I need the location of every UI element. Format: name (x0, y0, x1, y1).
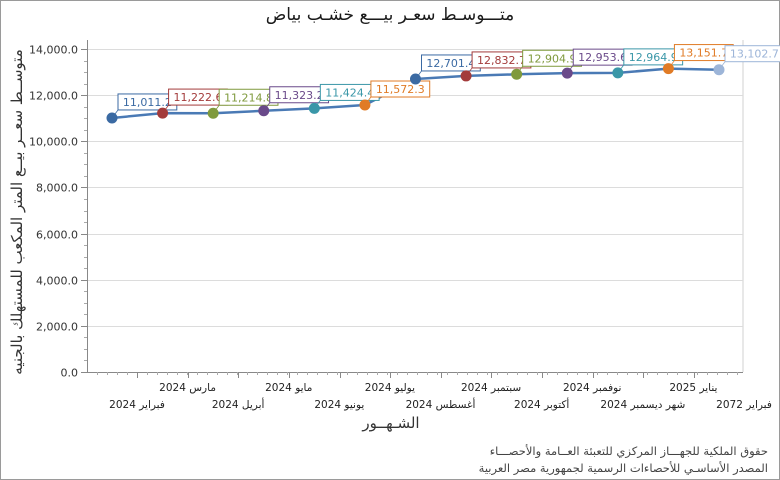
x-tick-label: يوليو 2024 (365, 382, 415, 394)
x-tick-label: مارس 2024 (159, 382, 216, 394)
data-label: 11,011.2 (123, 96, 172, 109)
x-tick-label: يونيو 2024 (314, 399, 364, 411)
data-label: 11,572.3 (376, 83, 425, 96)
x-tick-label: فبراير 2072 (716, 399, 772, 411)
data-point (460, 70, 472, 82)
data-point (258, 105, 270, 117)
data-point (106, 112, 118, 124)
x-tick-label: نوفمبر 2024 (563, 382, 621, 394)
x-tick-label: أغسطس 2024 (406, 397, 476, 411)
data-point (612, 67, 624, 79)
source-footer: حقوق الملكية للجهـــاز المركزي للتعبئة ا… (479, 443, 768, 477)
y-tick-label: 14,000.0 (29, 44, 78, 57)
data-label: 12,904.9 (528, 52, 577, 65)
data-label: 12,964.9 (629, 51, 678, 64)
data-label: 12,832.7 (477, 54, 526, 67)
data-point (308, 102, 320, 114)
chart-title: متـــوسـط سعـر بيـــع خشـب بياض (265, 5, 515, 25)
data-point (561, 67, 573, 79)
x-tick-label: فبراير 2024 (109, 399, 165, 411)
y-tick-label: 2,000.0 (36, 321, 78, 334)
y-tick-label: 4,000.0 (36, 275, 78, 288)
data-label: 11,222.6 (173, 91, 222, 104)
data-point (511, 68, 523, 80)
y-tick-label: 10,000.0 (29, 136, 78, 149)
y-tick-label: 12,000.0 (29, 90, 78, 103)
data-point (359, 99, 371, 111)
data-point (410, 73, 421, 85)
x-tick-label: أكتوبر 2024 (514, 397, 569, 411)
data-point (662, 63, 674, 75)
x-tick-label: أبريل 2024 (212, 397, 265, 411)
x-tick-label: يناير 2025 (669, 382, 717, 394)
data-label: 11,214.8 (224, 91, 273, 104)
data-label: 13,151.7 (679, 47, 728, 60)
data-point (713, 64, 725, 76)
data-label: 13,102.7 (730, 48, 779, 61)
data-point (207, 107, 219, 119)
data-label-box (724, 45, 780, 63)
y-tick-label: 0.0 (61, 367, 79, 380)
y-tick-label: 8,000.0 (36, 182, 78, 195)
data-label: 12,953.6 (578, 51, 627, 64)
data-label: 11,323.2 (275, 89, 324, 102)
x-tick-label: مايو 2024 (265, 382, 312, 394)
data-label: 11,424.4 (325, 86, 374, 99)
data-point (157, 107, 169, 119)
x-tick-label: شهر ديسمبر 2024 (600, 399, 685, 411)
data-label-box (370, 80, 431, 98)
footer-source: المصدر الأساسـي للأحصاءات الرسمية لجمهور… (478, 461, 768, 475)
x-tick-label: سبتمبر 2024 (461, 382, 521, 394)
x-axis-label: الشـهــور (362, 414, 420, 432)
data-label: 12,701.4 (426, 57, 475, 70)
y-tick-label: 6,000.0 (36, 229, 78, 242)
footer-copyright: حقوق الملكية للجهـــاز المركزي للتعبئة ا… (489, 444, 768, 458)
